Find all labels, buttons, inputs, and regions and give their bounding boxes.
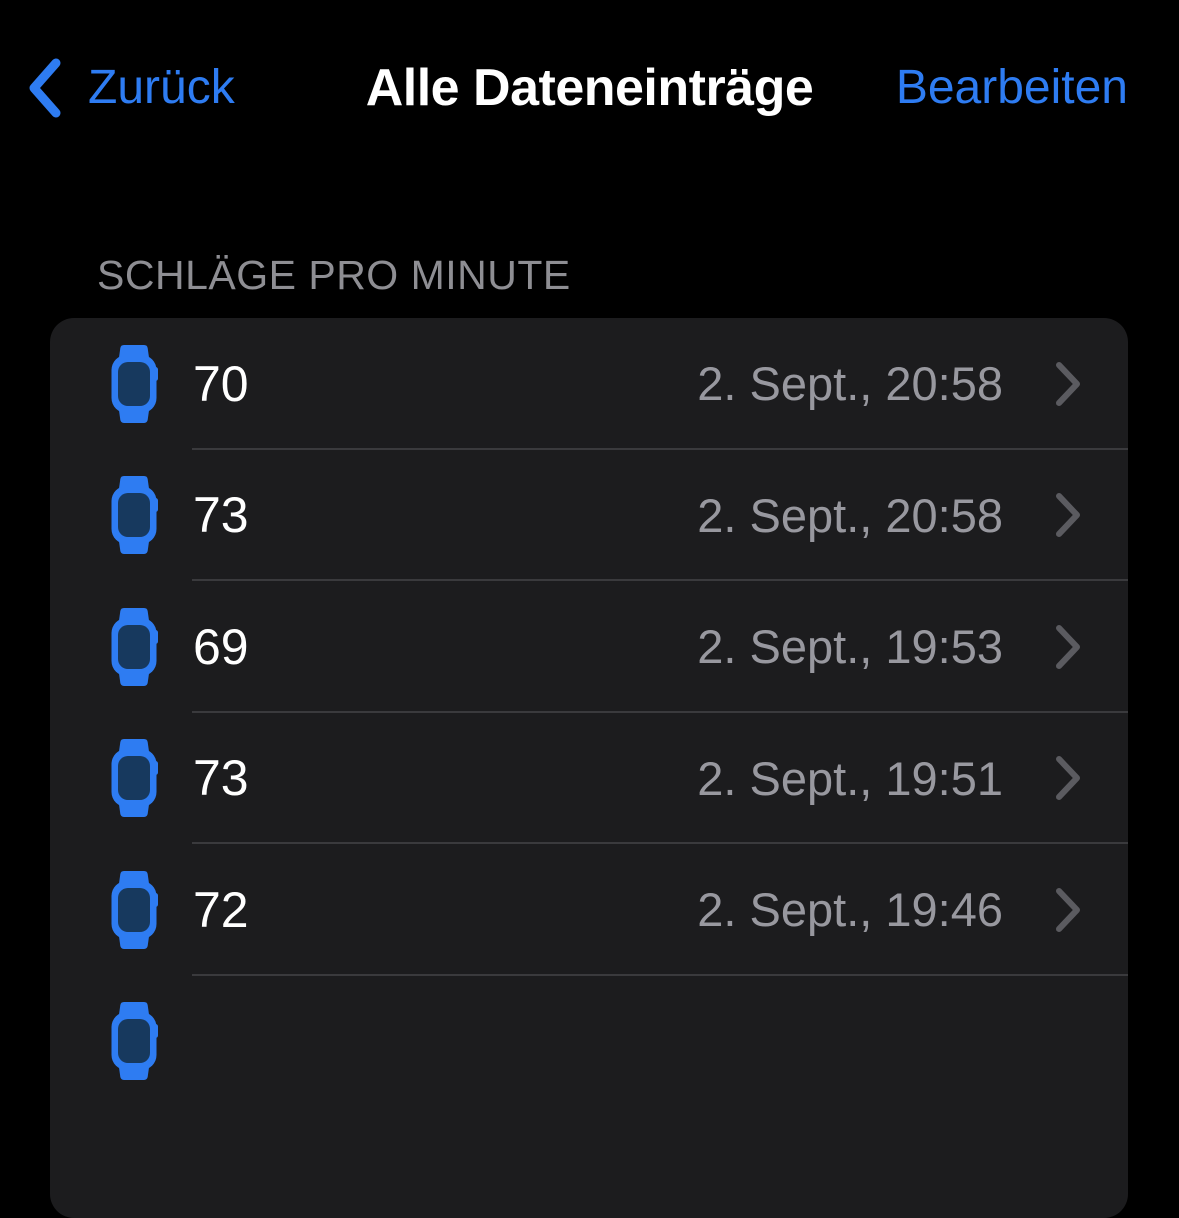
entry-timestamp: 2. Sept., 19:53 — [697, 620, 1003, 674]
edit-button[interactable]: Bearbeiten — [895, 61, 1128, 114]
data-entry-row-partial[interactable] — [50, 976, 1128, 1108]
chevron-right-icon — [1056, 756, 1080, 801]
entry-value: 70 — [193, 355, 249, 412]
chevron-right-icon — [1056, 361, 1080, 406]
apple-watch-icon — [111, 1002, 158, 1081]
apple-watch-icon — [111, 344, 158, 423]
back-button[interactable]: Zurück — [28, 58, 235, 118]
data-entry-row[interactable]: 69 2. Sept., 19:53 — [50, 581, 1128, 713]
entry-value: 72 — [193, 881, 249, 938]
chevron-right-icon — [1056, 887, 1080, 932]
page-title: Alle Dateneinträge — [365, 59, 814, 117]
entry-value: 73 — [193, 750, 249, 807]
apple-watch-icon — [111, 739, 158, 818]
apple-watch-icon — [111, 870, 158, 949]
navigation-bar: Zurück Alle Dateneinträge Bearbeiten — [0, 36, 1179, 140]
entry-timestamp: 2. Sept., 19:51 — [697, 751, 1003, 805]
chevron-right-icon — [1056, 624, 1080, 669]
entry-timestamp: 2. Sept., 20:58 — [697, 488, 1003, 542]
data-entry-row[interactable]: 70 2. Sept., 20:58 — [50, 318, 1128, 450]
data-entry-row[interactable]: 73 2. Sept., 19:51 — [50, 713, 1128, 845]
chevron-left-icon — [29, 58, 61, 118]
entry-timestamp: 2. Sept., 20:58 — [697, 357, 1003, 411]
chevron-right-icon — [1056, 493, 1080, 538]
entry-timestamp: 2. Sept., 19:46 — [697, 883, 1003, 937]
apple-watch-icon — [111, 476, 158, 555]
section-header: SCHLÄGE PRO MINUTE — [97, 252, 571, 298]
data-entries-list: 70 2. Sept., 20:58 73 2. Sept., 20:58 — [50, 318, 1128, 1218]
back-button-label: Zurück — [88, 61, 235, 114]
health-data-entries-screen: Zurück Alle Dateneinträge Bearbeiten SCH… — [0, 36, 1179, 1218]
entry-value: 73 — [193, 487, 249, 544]
data-entry-row[interactable]: 72 2. Sept., 19:46 — [50, 844, 1128, 976]
data-entry-row[interactable]: 73 2. Sept., 20:58 — [50, 450, 1128, 582]
apple-watch-icon — [111, 607, 158, 686]
entry-value: 69 — [193, 618, 249, 675]
